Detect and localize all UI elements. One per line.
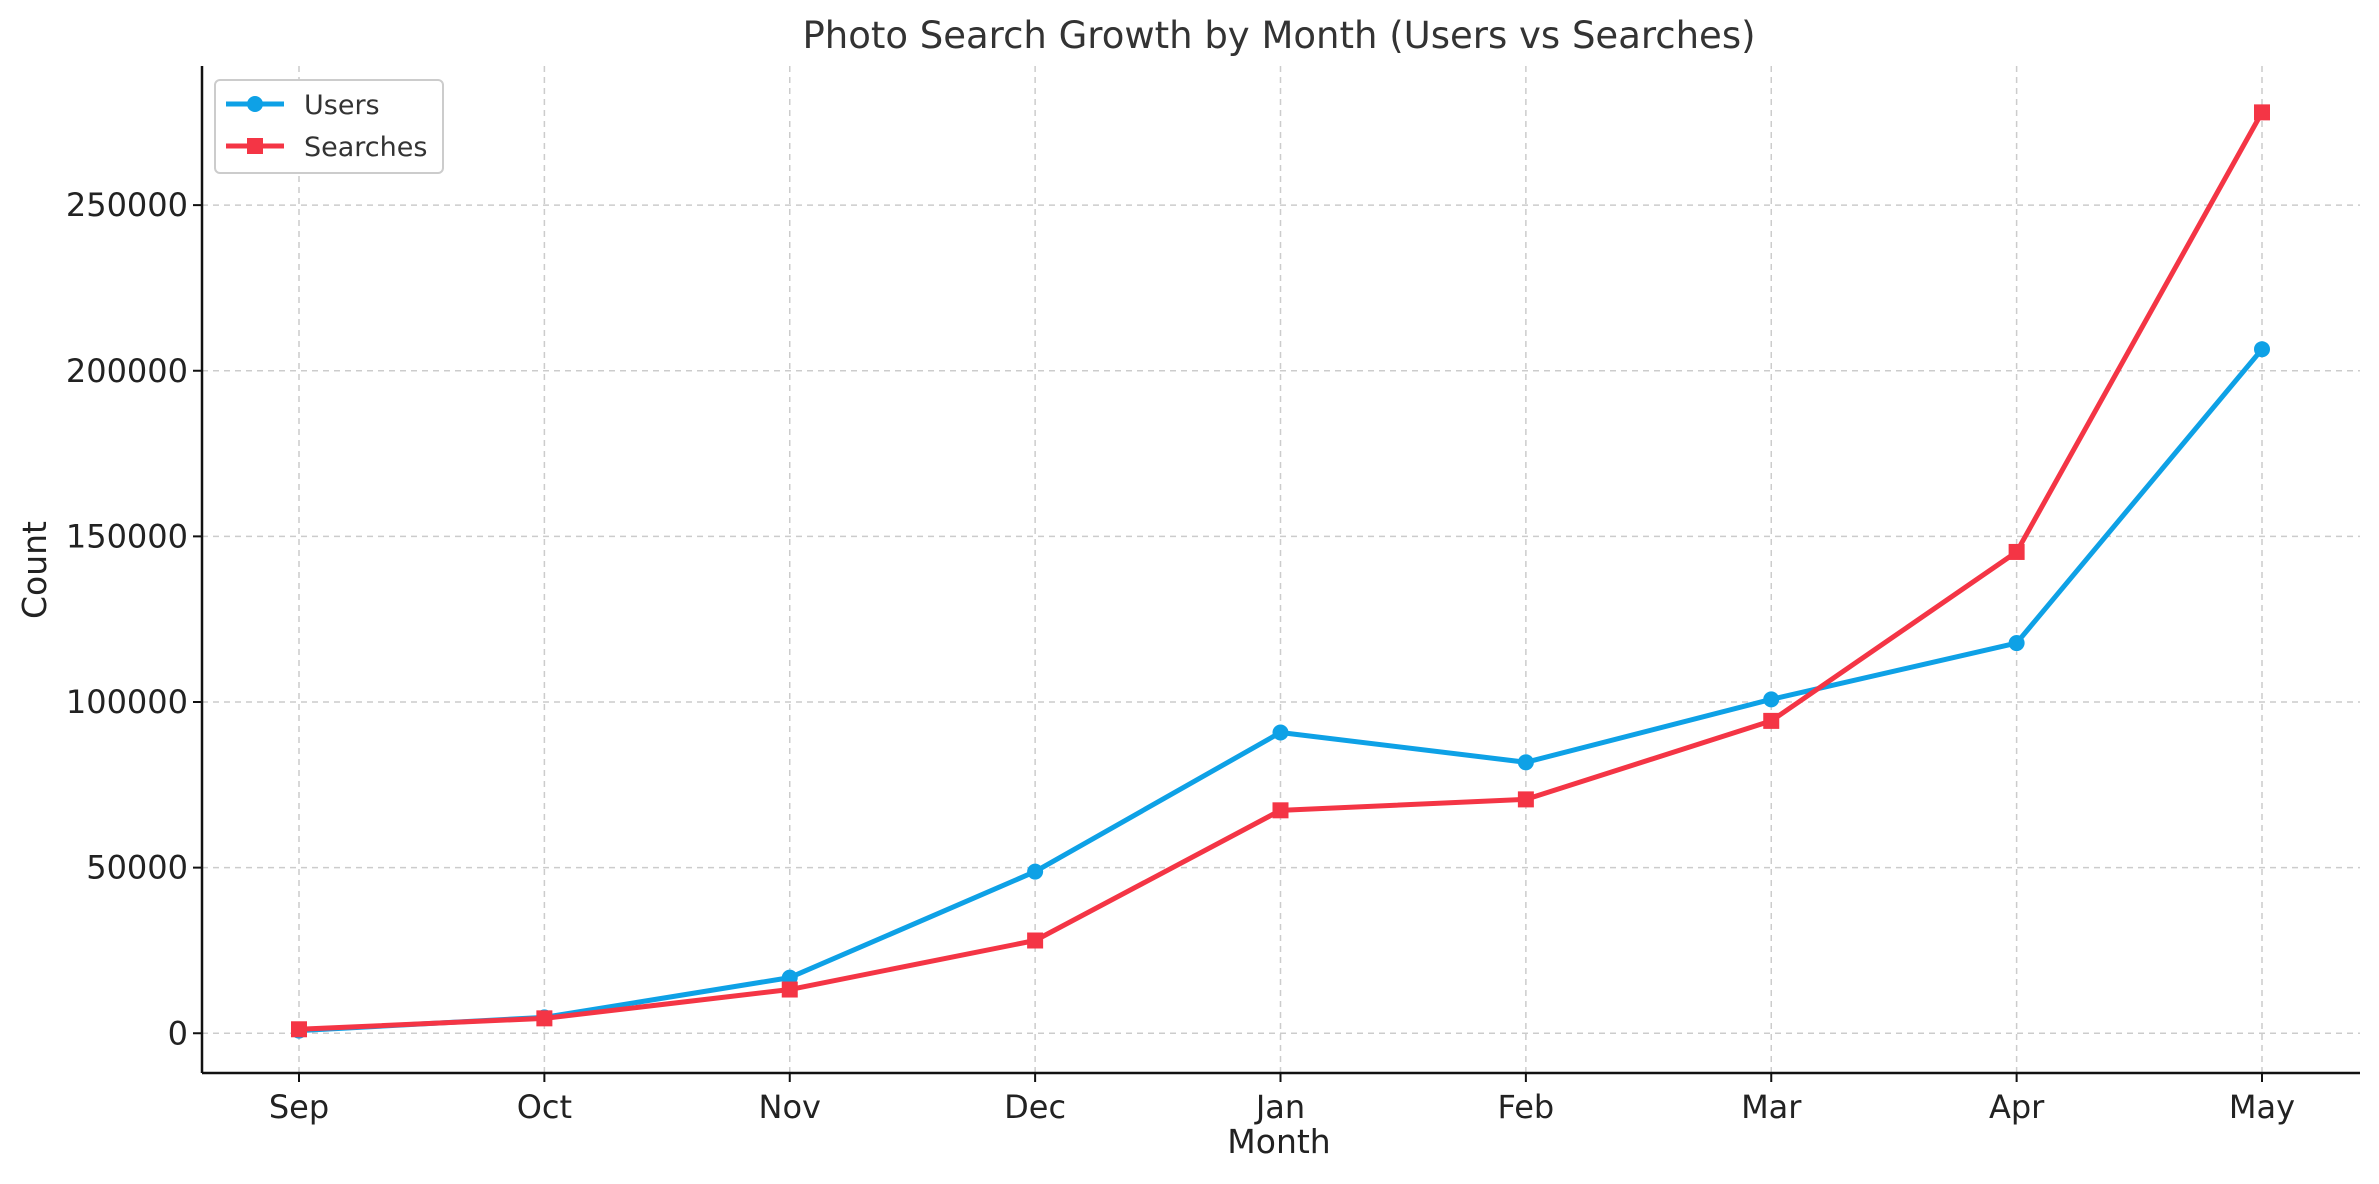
series-layer bbox=[291, 104, 2270, 1039]
x-tick-label: Apr bbox=[1989, 1088, 2045, 1126]
x-tick-label: Sep bbox=[269, 1088, 329, 1126]
y-axis-label: Count bbox=[15, 521, 54, 619]
data-point-users bbox=[1027, 863, 1044, 880]
chart-title: Photo Search Growth by Month (Users vs S… bbox=[802, 14, 1755, 57]
data-point-searches bbox=[291, 1021, 307, 1038]
y-tick-label: 100000 bbox=[66, 683, 188, 721]
legend-label-searches: Searches bbox=[304, 132, 427, 163]
data-point-searches bbox=[781, 981, 798, 998]
legend-item-searches: Searches bbox=[226, 132, 427, 163]
x-tick-label: Jan bbox=[1254, 1088, 1305, 1126]
data-point-searches bbox=[1763, 712, 1780, 729]
x-tick-label: Oct bbox=[517, 1088, 572, 1126]
tick-labels: Sep Oct Nov Dec Jan Feb Mar Apr May 0 50000 100000 1… bbox=[66, 186, 2295, 1126]
data-point-users bbox=[2254, 341, 2270, 358]
data-point-searches bbox=[1027, 932, 1044, 949]
y-tick-label: 50000 bbox=[86, 849, 188, 887]
legend-item-users: Users bbox=[226, 90, 380, 121]
grid-lines bbox=[202, 66, 2360, 1073]
y-tick-label: 150000 bbox=[66, 517, 188, 555]
legend-label-users: Users bbox=[304, 90, 380, 121]
data-point-users bbox=[1517, 754, 1534, 771]
legend-marker-searches bbox=[247, 138, 263, 154]
data-point-users bbox=[1763, 691, 1780, 708]
x-tick-label: Nov bbox=[759, 1088, 821, 1126]
y-tick-label: 200000 bbox=[66, 352, 188, 390]
data-point-searches bbox=[2008, 543, 2025, 560]
legend: Users Searches bbox=[214, 79, 444, 174]
axes bbox=[200, 66, 2360, 1075]
x-axis-label: Month bbox=[1227, 1122, 1330, 1161]
x-tick-label: Mar bbox=[1741, 1088, 1802, 1126]
data-point-searches bbox=[1517, 791, 1534, 808]
data-point-searches bbox=[536, 1010, 553, 1027]
x-tick-label: Feb bbox=[1498, 1088, 1555, 1126]
data-point-searches bbox=[2254, 104, 2270, 121]
y-tick-label: 250000 bbox=[66, 186, 188, 224]
y-tick-label: 0 bbox=[168, 1014, 188, 1052]
data-point-users bbox=[1272, 724, 1289, 741]
data-point-users bbox=[2008, 635, 2025, 652]
data-point-searches bbox=[1272, 802, 1289, 819]
legend-marker-users bbox=[247, 96, 263, 112]
x-tick-label: May bbox=[2229, 1088, 2295, 1126]
x-tick-label: Dec bbox=[1004, 1088, 1066, 1126]
